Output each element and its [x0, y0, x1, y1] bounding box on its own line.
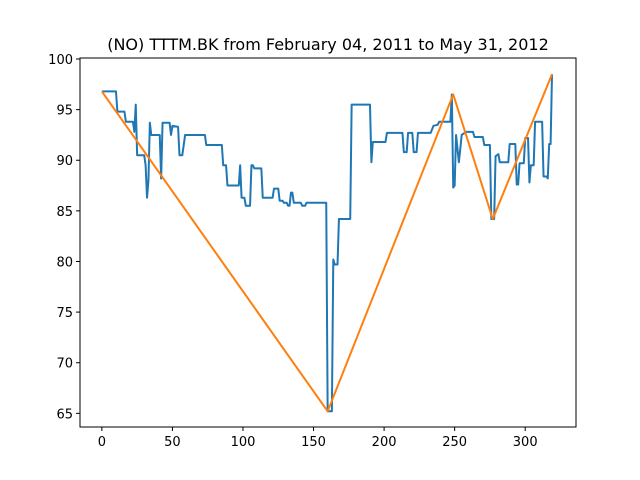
x-tick-label: 150	[301, 435, 326, 450]
x-tick-label: 50	[164, 435, 181, 450]
plot-frame	[79, 57, 577, 428]
y-tick-label: 75	[56, 306, 73, 321]
x-tick-label: 250	[442, 435, 467, 450]
series-line-2	[101, 73, 553, 413]
y-tick-label: 100	[48, 53, 73, 68]
y-tick-label: 95	[56, 104, 73, 119]
y-tick-label: 80	[56, 255, 73, 270]
y-axis-ticks: 65 70 75 80 85 90 95 100	[48, 53, 80, 422]
y-tick-label: 65	[56, 407, 73, 422]
y-tick-label: 70	[56, 357, 73, 372]
y-tick-label: 90	[56, 154, 73, 169]
series-layer	[101, 73, 554, 413]
x-axis-ticks: 0 50 100 150 200 250 300	[98, 427, 538, 450]
x-tick-label: 100	[231, 435, 256, 450]
x-tick-label: 200	[372, 435, 397, 450]
x-tick-label: 300	[513, 435, 538, 450]
y-tick-label: 85	[56, 205, 73, 220]
series-line-1	[101, 74, 554, 413]
chart-title: (NO) TTTM.BK from February 04, 2011 to M…	[107, 35, 549, 54]
x-tick-label: 0	[98, 435, 106, 450]
